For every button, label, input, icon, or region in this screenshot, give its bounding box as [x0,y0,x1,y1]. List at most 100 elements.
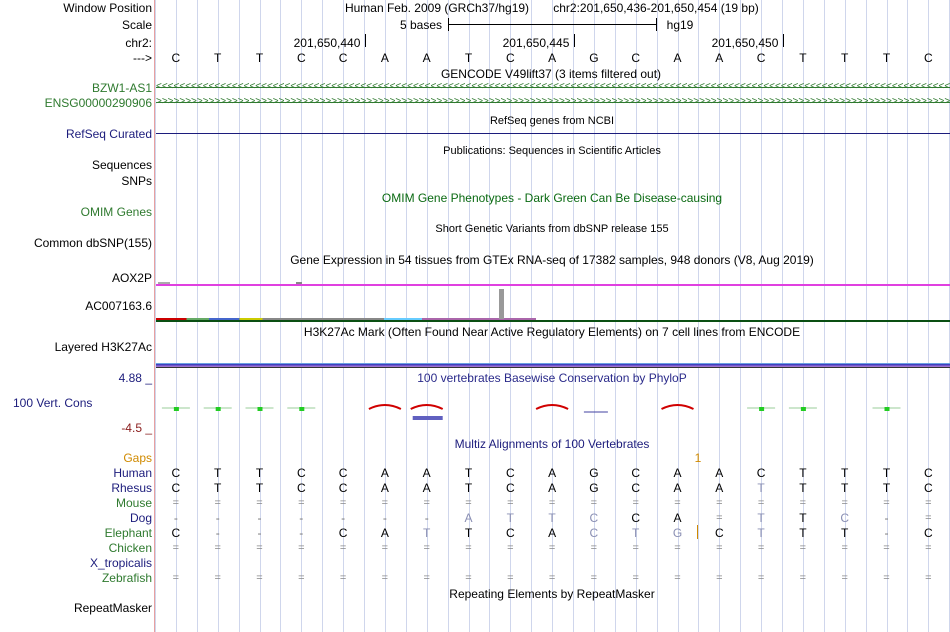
alignment-base: T [882,466,891,480]
h3k27ac-signal-band[interactable] [156,363,950,367]
scale-db: hg19 [666,18,694,32]
gridline [259,0,261,632]
species-label[interactable]: Human [113,466,152,480]
alignment-base: = [674,572,681,584]
gencode-item-label[interactable]: ENSG00000290906 [44,96,152,110]
repeatmasker-track-label[interactable]: RepeatMasker [73,601,152,615]
sequence-base: G [589,51,599,65]
conservation-max-label: 4.88 _ [118,371,152,385]
gridline [865,0,867,632]
publications-track-title: Publications: Sequences in Scientific Ar… [443,145,661,157]
conservation-plot[interactable] [156,396,950,426]
gridline [614,0,616,632]
gtex-aox2p-bar[interactable] [156,284,950,286]
sequence-base: T [841,51,849,65]
species-label[interactable]: Elephant [104,526,152,540]
alignment-base: = [632,497,639,509]
alignment-base: C [505,481,515,495]
species-label[interactable]: Zebrafish [101,571,152,585]
publications-label-sequences[interactable]: Sequences [91,158,152,172]
alignment-base: = [214,497,221,509]
alignment-base: = [841,542,848,554]
gridline [510,0,512,632]
refseq-track-label[interactable]: RefSeq Curated [65,127,152,141]
gtex-ac007163-peak[interactable] [499,289,504,319]
alignment-base: - [382,511,387,525]
gridline [844,0,846,632]
alignment-base: A [380,466,389,480]
gencode-item-bzw1-as1[interactable]: <<<<<<<<<<<<<<<<<<<<<<<<<<<<<<<<<<<<<<<<… [156,83,950,92]
multiz-gaps-label: Gaps [123,451,152,465]
cons-mark [759,407,765,411]
alignment-base: T [214,466,222,480]
alignment-base: - [299,526,304,540]
alignment-base: - [299,511,304,525]
alignment-base: T [506,511,514,525]
cons-mark [299,407,305,411]
alignment-base: C [589,526,599,540]
species-label[interactable]: Chicken [108,541,152,555]
gtex-gene-label-aox2p[interactable]: AOX2P [111,271,152,285]
window-position-label: Window Position [63,1,152,15]
publications-label-snps[interactable]: SNPs [121,174,152,188]
gtex-mini-bar [296,282,302,284]
alignment-base: T [799,511,807,525]
gridline [823,0,825,632]
sequence-base: T [464,51,473,65]
alignment-base: T [799,526,807,540]
alignment-base: = [339,572,347,584]
omim-track-label[interactable]: OMIM Genes [80,205,152,219]
alignment-base: = [841,572,848,584]
species-label[interactable]: Rhesus [111,481,152,495]
alignment-base: = [716,512,723,524]
alignment-base: G [589,481,599,495]
gridline [322,0,324,632]
sequence-base: C [923,51,933,65]
alignment-base: - [257,511,262,525]
species-label[interactable]: Mouse [115,496,152,510]
scale-label: Scale [121,18,152,32]
alignment-base: A [673,466,682,480]
gtex-ac007163-line[interactable] [156,320,950,322]
cons-peak [535,404,569,410]
gridline [761,0,763,632]
alignment-base: C [338,466,348,480]
alignment-base: C [756,466,766,480]
alignment-base: = [256,572,263,584]
alignment-base: T [799,481,807,495]
alignment-base: = [298,542,305,554]
alignment-base: G [589,466,599,480]
dbsnp-track-label[interactable]: Common dbSNP(155) [33,236,152,250]
species-label[interactable]: Dog [129,511,152,525]
gridline [426,0,428,632]
gtex-ac007163-bars[interactable] [156,318,536,320]
alignment-base: = [507,572,514,584]
alignment-base: = [381,572,389,584]
alignment-base: = [423,572,430,584]
gridline [907,0,909,632]
alignment-base: = [590,542,598,554]
alignment-base: = [507,542,514,554]
alignment-base: = [381,542,389,554]
alignment-base: = [925,572,932,584]
refseq-gene-line[interactable] [156,133,950,134]
gridline [238,0,240,632]
gencode-item-label[interactable]: BZW1-AS1 [91,81,152,95]
alignment-base: = [757,542,765,554]
alignment-base: = [339,497,347,509]
h3k27ac-track-label[interactable]: Layered H3K27Ac [54,340,152,354]
alignment-base: G [672,526,683,540]
alignment-base: A [673,511,682,525]
alignment-base: A [464,511,473,525]
gridline [364,0,365,632]
gtex-gene-label-ac007163[interactable]: AC007163.6 [85,299,152,313]
alignment-base: - [215,526,220,540]
sequence-base: T [882,51,891,65]
gencode-item-ensg00000290906[interactable]: >>>>>>>>>>>>>>>>>>>>>>>>>>>>>>>>>>>>>>>>… [156,98,950,107]
conservation-track-label[interactable]: 100 Vert. Cons [13,396,93,410]
alignment-base: T [882,481,891,495]
species-label[interactable]: X_tropicalis [89,556,152,570]
coord-tick [783,34,784,47]
sequence-base: C [505,51,515,65]
window-position-value: chr2:201,650,436-201,650,454 (19 bp) [553,1,759,15]
